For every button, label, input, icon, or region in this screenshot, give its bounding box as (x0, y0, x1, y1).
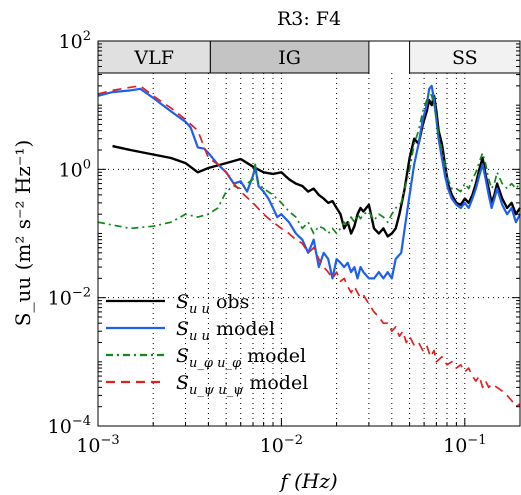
y-tick-label: 100 (59, 157, 91, 181)
x-tick-label: 10−1 (443, 433, 486, 457)
legend-label-2: Su u model (176, 318, 275, 344)
x-tick-label: 10−3 (76, 433, 119, 457)
grid (98, 73, 521, 426)
chart-title: R3: F4 (277, 8, 341, 30)
y-tick-label: 10−2 (48, 286, 91, 310)
series-lines (97, 84, 521, 408)
legend-label-1: Su u obs (176, 291, 249, 317)
y-tick-label: 102 (59, 29, 91, 53)
series-line-2 (97, 84, 521, 280)
legend-label-3: Su_φ u_φ model (176, 345, 306, 371)
frequency-bands: VLF IG SS (97, 40, 521, 74)
band-label-ss: SS (452, 47, 478, 69)
band-box-ig (209, 40, 370, 74)
axis-ticks (97, 43, 521, 427)
band-label-ig: IG (278, 47, 301, 69)
series-line-3 (97, 91, 521, 235)
x-tick-label: 10−2 (260, 433, 303, 457)
y-axis-label: S_uu (m² s⁻² Hz⁻¹) (11, 140, 35, 327)
x-axis-label: f (Hz) (278, 469, 337, 493)
series-line-4 (97, 85, 521, 408)
series-line-1 (112, 94, 521, 238)
band-box-vlf (97, 40, 211, 74)
band-label-vlf: VLF (133, 47, 174, 69)
legend-label-4: Su_ψ u_ψ model (176, 372, 308, 398)
